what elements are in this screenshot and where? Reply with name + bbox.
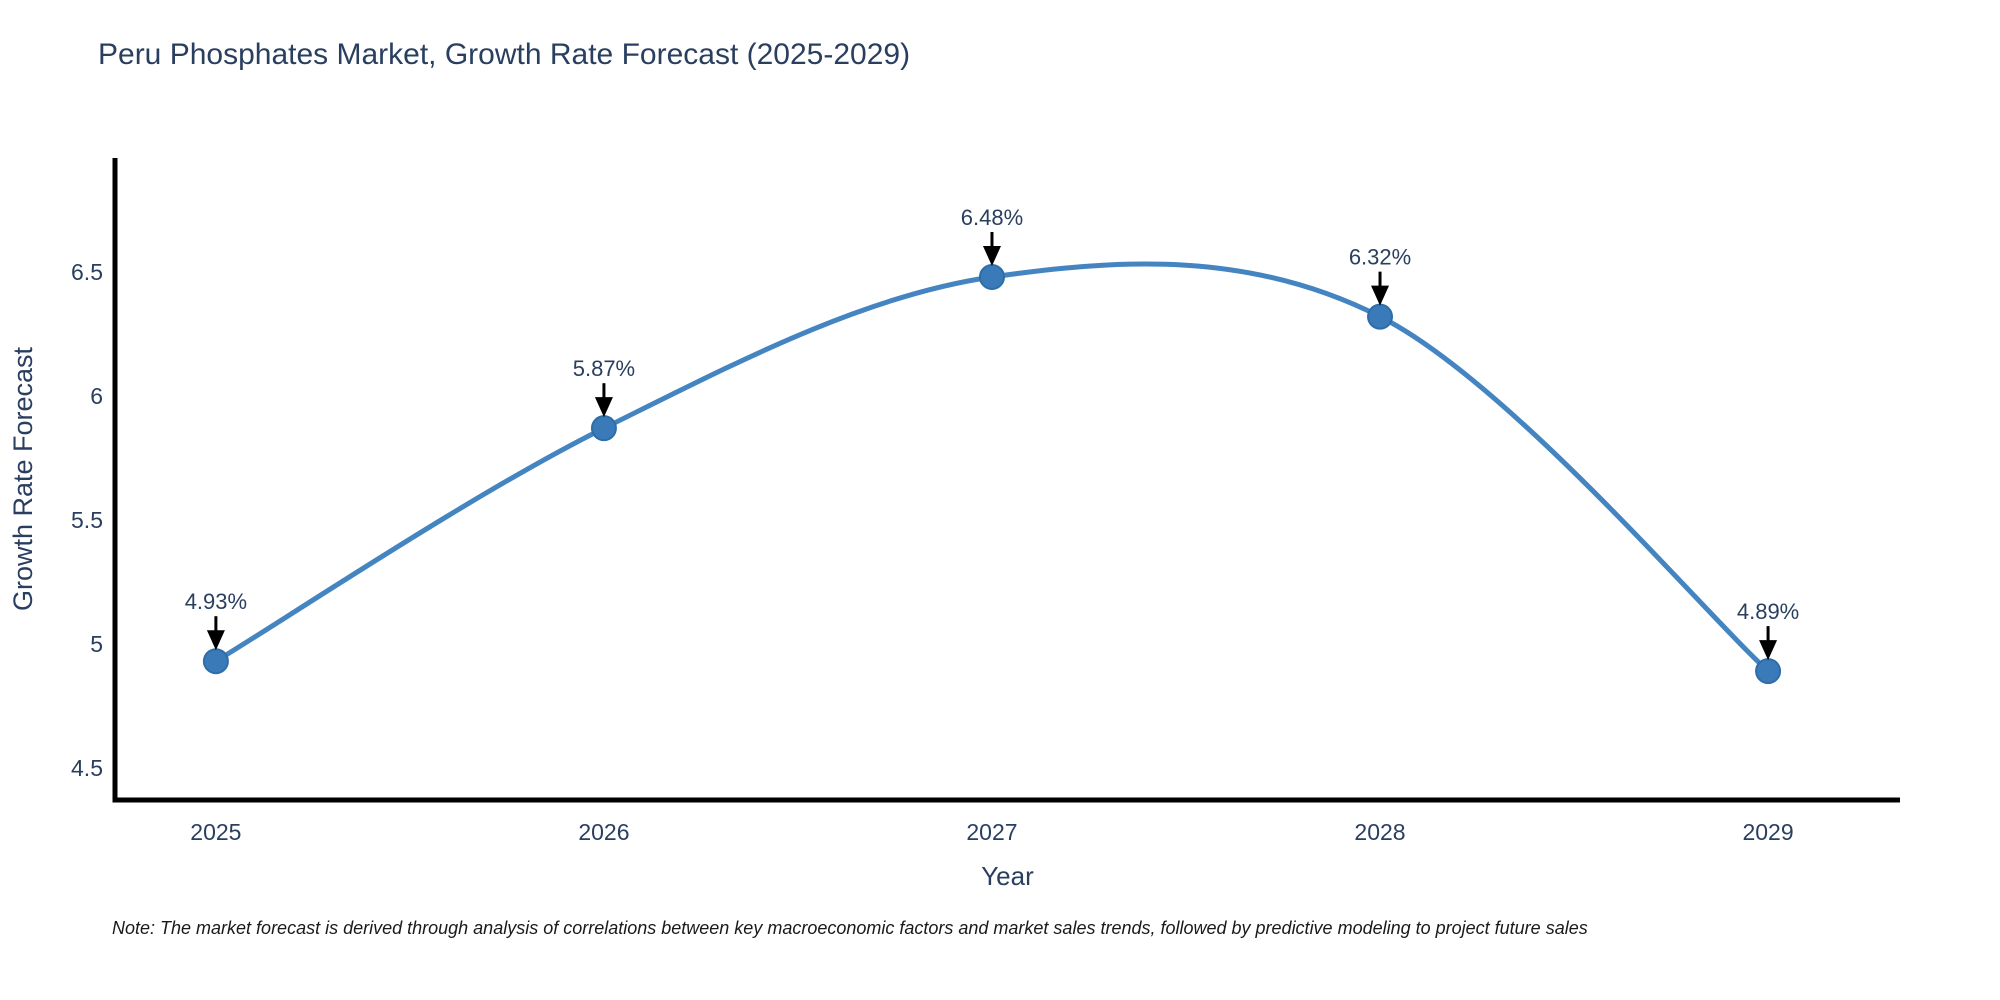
annotation-label: 6.48% — [961, 205, 1023, 230]
data-point-marker — [978, 263, 1005, 290]
annotation-label: 5.87% — [573, 356, 635, 381]
y-tick-label: 5.5 — [71, 507, 103, 533]
trend-line — [213, 261, 1771, 674]
x-axis-title: Year — [981, 861, 1034, 891]
data-point-marker — [1755, 658, 1782, 685]
footnote: Note: The market forecast is derived thr… — [112, 918, 1588, 938]
y-axis-title: Growth Rate Forecast — [8, 346, 38, 611]
y-tick-label: 6 — [90, 383, 103, 409]
x-tick-label: 2026 — [578, 819, 629, 845]
x-tick-label: 2029 — [1742, 819, 1793, 845]
data-point-marker — [202, 648, 229, 675]
y-tick-label: 6.5 — [71, 259, 103, 285]
y-tick-label: 4.5 — [71, 755, 103, 781]
annotation-arrow-head — [594, 397, 613, 418]
x-tick-label: 2028 — [1354, 819, 1405, 845]
chart-title: Peru Phosphates Market, Growth Rate Fore… — [98, 38, 911, 71]
y-tick-label: 5 — [90, 631, 103, 657]
annotation-arrow-head — [982, 245, 1001, 266]
annotation-label: 4.89% — [1737, 599, 1799, 624]
x-tick-label: 2025 — [190, 819, 241, 845]
annotation-arrow-head — [1371, 285, 1390, 306]
x-tick-label: 2027 — [966, 819, 1017, 845]
annotation-label: 6.32% — [1349, 245, 1411, 270]
data-point-marker — [590, 415, 617, 442]
annotation-label: 4.93% — [185, 589, 247, 614]
annotation-arrow-head — [206, 630, 225, 651]
data-point-marker — [1367, 303, 1394, 330]
annotation-arrow-head — [1759, 640, 1778, 661]
